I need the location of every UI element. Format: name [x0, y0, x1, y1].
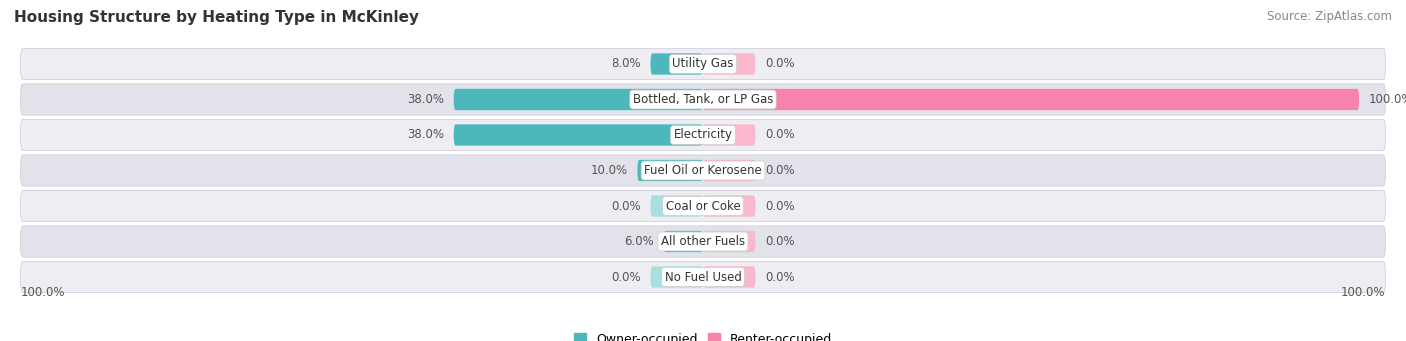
Text: 100.0%: 100.0% — [21, 286, 65, 299]
FancyBboxPatch shape — [21, 119, 1385, 151]
Text: Bottled, Tank, or LP Gas: Bottled, Tank, or LP Gas — [633, 93, 773, 106]
FancyBboxPatch shape — [703, 266, 755, 288]
Text: Fuel Oil or Kerosene: Fuel Oil or Kerosene — [644, 164, 762, 177]
Text: 0.0%: 0.0% — [765, 199, 794, 212]
FancyBboxPatch shape — [454, 124, 703, 146]
FancyBboxPatch shape — [703, 89, 1360, 110]
Text: 0.0%: 0.0% — [765, 164, 794, 177]
FancyBboxPatch shape — [21, 226, 1385, 257]
FancyBboxPatch shape — [703, 160, 755, 181]
Text: 100.0%: 100.0% — [1369, 93, 1406, 106]
Text: All other Fuels: All other Fuels — [661, 235, 745, 248]
FancyBboxPatch shape — [651, 53, 703, 75]
Text: 0.0%: 0.0% — [612, 270, 641, 283]
Text: 100.0%: 100.0% — [1341, 286, 1385, 299]
FancyBboxPatch shape — [454, 89, 703, 110]
FancyBboxPatch shape — [703, 124, 755, 146]
Text: 8.0%: 8.0% — [612, 58, 641, 71]
Text: 38.0%: 38.0% — [406, 129, 444, 142]
FancyBboxPatch shape — [651, 266, 703, 288]
FancyBboxPatch shape — [703, 53, 755, 75]
Text: 0.0%: 0.0% — [765, 129, 794, 142]
FancyBboxPatch shape — [21, 48, 1385, 79]
FancyBboxPatch shape — [703, 231, 755, 252]
Text: 10.0%: 10.0% — [591, 164, 627, 177]
FancyBboxPatch shape — [21, 155, 1385, 186]
Text: Coal or Coke: Coal or Coke — [665, 199, 741, 212]
Text: No Fuel Used: No Fuel Used — [665, 270, 741, 283]
Text: Source: ZipAtlas.com: Source: ZipAtlas.com — [1267, 10, 1392, 23]
FancyBboxPatch shape — [703, 195, 755, 217]
Text: Utility Gas: Utility Gas — [672, 58, 734, 71]
Legend: Owner-occupied, Renter-occupied: Owner-occupied, Renter-occupied — [568, 328, 838, 341]
Text: Electricity: Electricity — [673, 129, 733, 142]
FancyBboxPatch shape — [21, 84, 1385, 115]
Text: 38.0%: 38.0% — [406, 93, 444, 106]
FancyBboxPatch shape — [21, 190, 1385, 222]
Text: 0.0%: 0.0% — [765, 270, 794, 283]
FancyBboxPatch shape — [637, 160, 703, 181]
Text: 0.0%: 0.0% — [612, 199, 641, 212]
FancyBboxPatch shape — [651, 195, 703, 217]
Text: 6.0%: 6.0% — [624, 235, 654, 248]
Text: 0.0%: 0.0% — [765, 235, 794, 248]
FancyBboxPatch shape — [21, 262, 1385, 293]
FancyBboxPatch shape — [664, 231, 703, 252]
Text: 0.0%: 0.0% — [765, 58, 794, 71]
Text: Housing Structure by Heating Type in McKinley: Housing Structure by Heating Type in McK… — [14, 10, 419, 25]
